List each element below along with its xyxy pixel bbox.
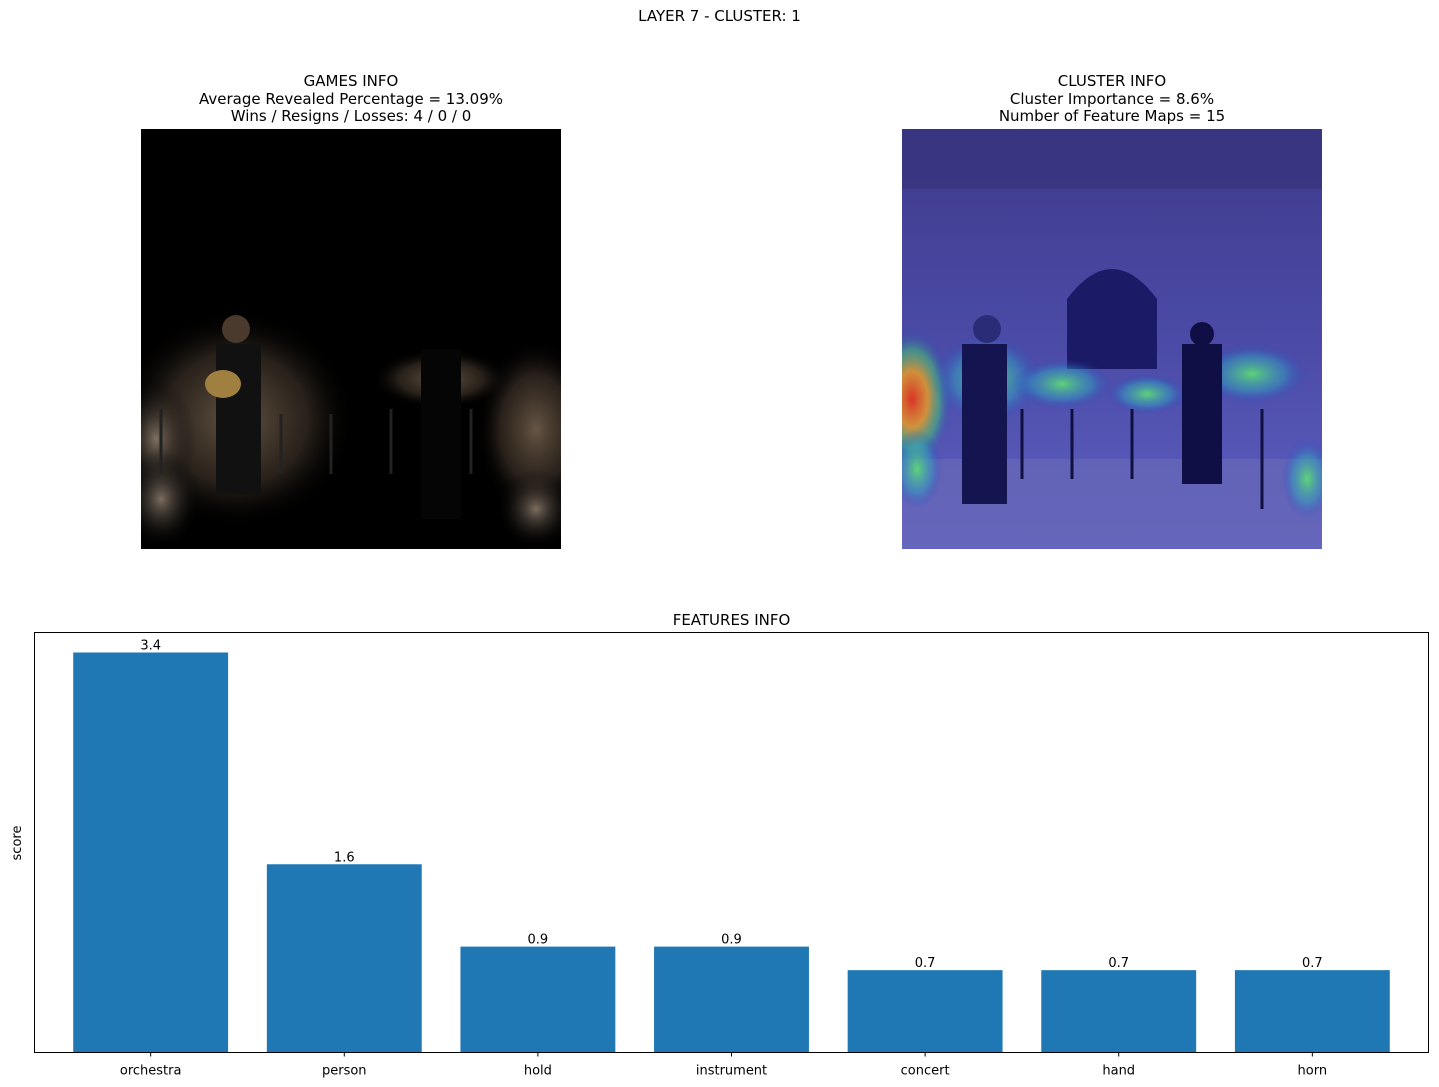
- games-info-revealed: Average Revealed Percentage = 13.09%: [198, 89, 503, 108]
- cluster-heatmap-svg: [902, 129, 1322, 549]
- bar-instrument: [654, 946, 809, 1053]
- plot-frame: [34, 632, 1429, 1053]
- revealed-image: [141, 129, 561, 549]
- cluster-info-importance: Cluster Importance = 8.6%: [1009, 89, 1215, 108]
- bars-group: [73, 652, 1390, 1053]
- bar-value-label-instrument: 0.9: [721, 933, 742, 948]
- cluster-info-feature-maps: Number of Feature Maps = 15: [998, 107, 1226, 125]
- games-info-title-block: GAMES INFO Average Revealed Percentage =…: [141, 72, 561, 126]
- cluster-info-title-block: CLUSTER INFO Cluster Importance = 8.6% N…: [902, 72, 1322, 126]
- cluster-heatmap-image: [902, 129, 1322, 549]
- features-bar-chart: FEATURES INFO score 3.4 1.6 0.9 0.9 0.7 0.7 0.…: [10, 611, 1429, 1079]
- x-tick-label-instrument: instrument: [696, 1064, 767, 1079]
- y-axis-label: score: [10, 826, 25, 861]
- bar-value-label-hand: 0.7: [1108, 956, 1129, 971]
- value-labels-group: 3.4 1.6 0.9 0.9 0.7 0.7 0.7: [140, 639, 1322, 972]
- bar-value-label-concert: 0.7: [915, 956, 936, 971]
- x-tick-label-horn: horn: [1298, 1064, 1328, 1079]
- bar-orchestra: [73, 652, 229, 1053]
- x-tick-label-hold: hold: [524, 1064, 552, 1079]
- x-tick-label-hand: hand: [1102, 1064, 1135, 1079]
- bar-horn: [1234, 970, 1390, 1053]
- games-info-title: GAMES INFO: [303, 72, 399, 90]
- bar-value-label-person: 1.6: [334, 850, 355, 865]
- bar-hold: [460, 946, 616, 1053]
- figure-title: LAYER 7 - CLUSTER: 1: [638, 7, 801, 25]
- games-info-record: Wins / Resigns / Losses: 4 / 0 / 0: [230, 107, 472, 125]
- bar-value-label-orchestra: 3.4: [140, 639, 161, 654]
- x-tick-label-orchestra: orchestra: [120, 1064, 182, 1079]
- bar-value-label-horn: 0.7: [1302, 956, 1323, 971]
- x-tick-label-person: person: [322, 1064, 367, 1079]
- cluster-info-title: CLUSTER INFO: [1057, 72, 1167, 90]
- bar-person: [266, 864, 422, 1053]
- revealed-image-svg: [141, 129, 561, 549]
- x-tick-label-concert: concert: [901, 1064, 950, 1079]
- bar-value-label-hold: 0.9: [528, 933, 549, 948]
- bar-hand: [1041, 970, 1197, 1053]
- chart-title: FEATURES INFO: [673, 611, 791, 629]
- bar-concert: [847, 970, 1003, 1053]
- x-ticks-group: orchestra person hold instrument concert hand…: [120, 1052, 1328, 1079]
